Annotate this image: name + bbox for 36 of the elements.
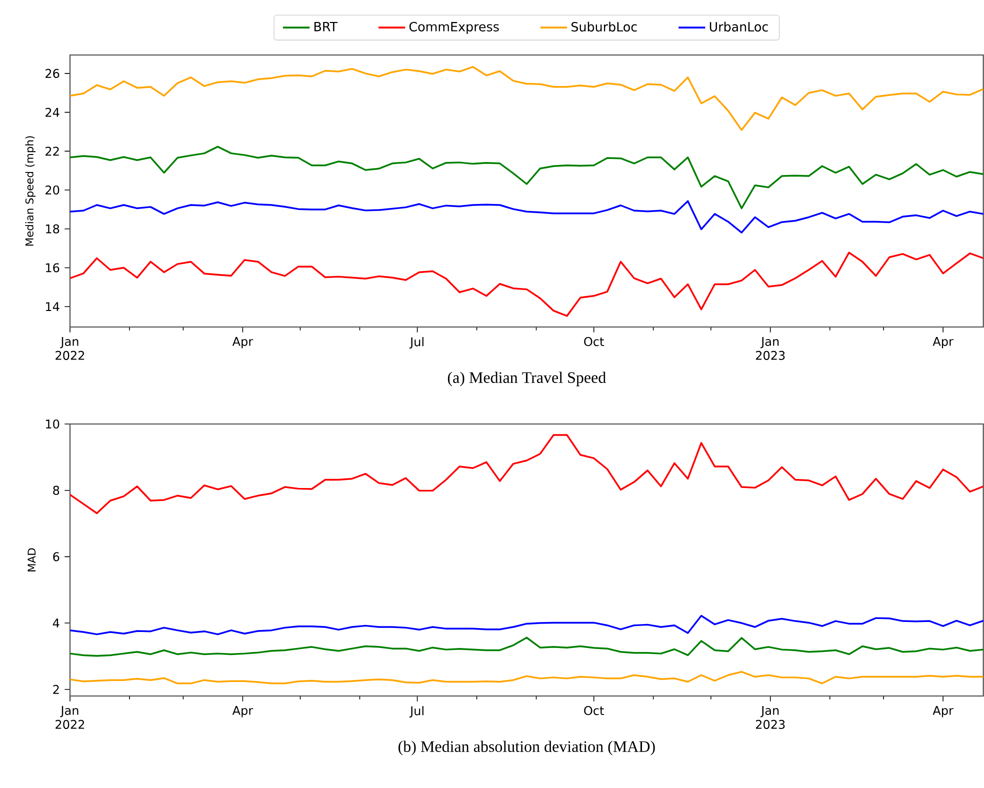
x-tick-label: Oct [584, 706, 604, 716]
x-tick-label: Jan 2023 [756, 706, 785, 729]
y-tick-label: 2 [53, 684, 59, 694]
y-tick-label: 26 [46, 68, 60, 78]
y-tick-label: 16 [46, 263, 60, 272]
x-tick-label: Apr [232, 706, 254, 718]
x-tick-label: Oct [584, 337, 604, 346]
line-series [70, 252, 984, 317]
y-tick-label: 22 [46, 146, 59, 156]
y-axis-title: MAD [28, 548, 36, 572]
legend-label: SuburbLoc [572, 22, 637, 32]
line-series [70, 66, 984, 131]
y-tick-label: 10 [46, 419, 60, 429]
x-tick-label: Apr [232, 337, 254, 348]
x-tick-label: Apr [932, 337, 954, 348]
text: (b) Median absolution deviation (MAD) [398, 740, 655, 756]
line-series [70, 146, 984, 210]
text: (a) Median Travel Speed [448, 372, 606, 386]
line-series [70, 434, 984, 514]
y-tick-label: 8 [53, 486, 60, 495]
y-tick-label: 24 [46, 108, 60, 117]
x-tick-label: Jan 2022 [56, 337, 84, 360]
y-tick-label: 14 [46, 302, 60, 311]
x-tick-label: Jul [409, 706, 424, 718]
y-tick-label: 4 [52, 618, 60, 628]
y-axis-title: Median Speed (mph) [25, 136, 36, 246]
x-tick-label: Jan 2022 [56, 706, 84, 729]
y-tick-label: 18 [46, 224, 60, 234]
x-tick-label: Jul [409, 337, 424, 349]
y-tick-label: 6 [53, 552, 60, 562]
y-tick-label: 20 [46, 185, 60, 195]
legend-label: BRT [314, 22, 338, 32]
legend-label: UrbanLoc [710, 22, 768, 32]
x-tick-label: Apr [932, 706, 954, 718]
x-tick-label: Jan 2023 [756, 337, 785, 360]
legend-label: CommExpress [409, 22, 499, 34]
